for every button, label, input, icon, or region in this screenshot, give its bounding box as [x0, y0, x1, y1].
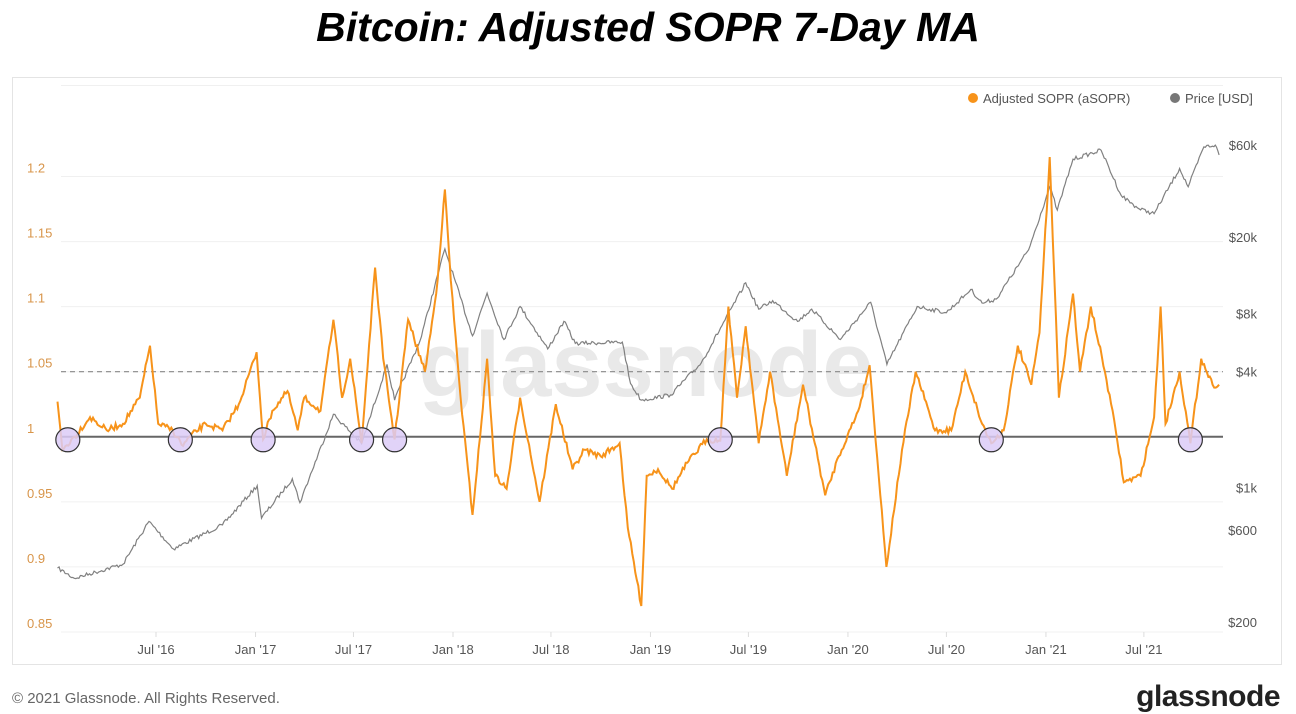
legend[interactable]: Adjusted SOPR (aSOPR) Price [USD] [968, 91, 1253, 106]
highlight-circle [348, 427, 375, 453]
y-right-tick-label: $1k [1236, 480, 1257, 495]
y-left-tick-label: 0.85 [27, 616, 52, 631]
legend-asopr-marker [968, 93, 978, 103]
legend-price-marker [1170, 93, 1180, 103]
x-tick-label: Jan '18 [432, 642, 474, 657]
x-tick-label: Jul '19 [730, 642, 767, 657]
highlight-circles [55, 427, 1203, 453]
highlight-circle [55, 427, 81, 453]
asopr-line [56, 156, 1220, 607]
y-left-tick-label: 1 [27, 421, 34, 436]
y-left-tick-label: 0.9 [27, 551, 45, 566]
x-tick-label: Jul '21 [1125, 642, 1162, 657]
highlight-circle [381, 427, 408, 453]
highlight-circle [250, 427, 276, 453]
glassnode-logo: glassnode [1136, 680, 1280, 713]
y-right-tick-label: $200 [1228, 615, 1257, 630]
x-tick-label: Jan '21 [1025, 642, 1067, 657]
x-tick-label: Jan '20 [827, 642, 869, 657]
y-right-tick-label: $4k [1236, 364, 1257, 379]
x-tick-label: Jan '17 [235, 642, 277, 657]
y-left-tick-label: 1.1 [27, 291, 45, 306]
chart-svg: glassnode 0.850.90.9511.051.11.151.2$200… [27, 85, 1257, 657]
legend-price-label[interactable]: Price [USD] [1185, 91, 1253, 106]
highlight-circle [167, 427, 193, 453]
y-right-tick-label: $60k [1229, 138, 1258, 153]
x-tick-label: Jul '17 [335, 642, 372, 657]
y-left-tick-label: 1.2 [27, 161, 45, 176]
legend-asopr-label[interactable]: Adjusted SOPR (aSOPR) [983, 91, 1130, 106]
y-left-tick-label: 1.05 [27, 356, 52, 371]
x-tick-label: Jul '20 [928, 642, 965, 657]
highlight-circle [978, 427, 1004, 453]
asopr-series [56, 156, 1220, 607]
price-line [57, 144, 1220, 580]
y-right-tick-label: $20k [1229, 230, 1258, 245]
x-tick-label: Jul '16 [137, 642, 174, 657]
y-left-tick-label: 0.95 [27, 486, 52, 501]
footer-copyright: © 2021 Glassnode. All Rights Reserved. [12, 690, 280, 707]
x-tick-label: Jan '19 [630, 642, 672, 657]
y-left-tick-label: 1.15 [27, 226, 52, 241]
y-right-tick-label: $8k [1236, 306, 1257, 321]
chart-panel: glassnode 0.85 0.9 0.95 1 1.05 1.1 1.15 1.2 $200… [12, 77, 1282, 665]
axes: 0.85 0.9 0.95 1 1.05 1.1 1.15 1.2 $200 $600 $1k $4k… [27, 138, 1257, 657]
price-series [57, 144, 1220, 580]
y-right-tick-label: $600 [1228, 523, 1257, 538]
chart-title: Bitcoin: Adjusted SOPR 7-Day MA [316, 4, 980, 50]
highlight-circle [1177, 427, 1203, 453]
x-tick-label: Jul '18 [532, 642, 569, 657]
highlight-circle [707, 427, 733, 453]
